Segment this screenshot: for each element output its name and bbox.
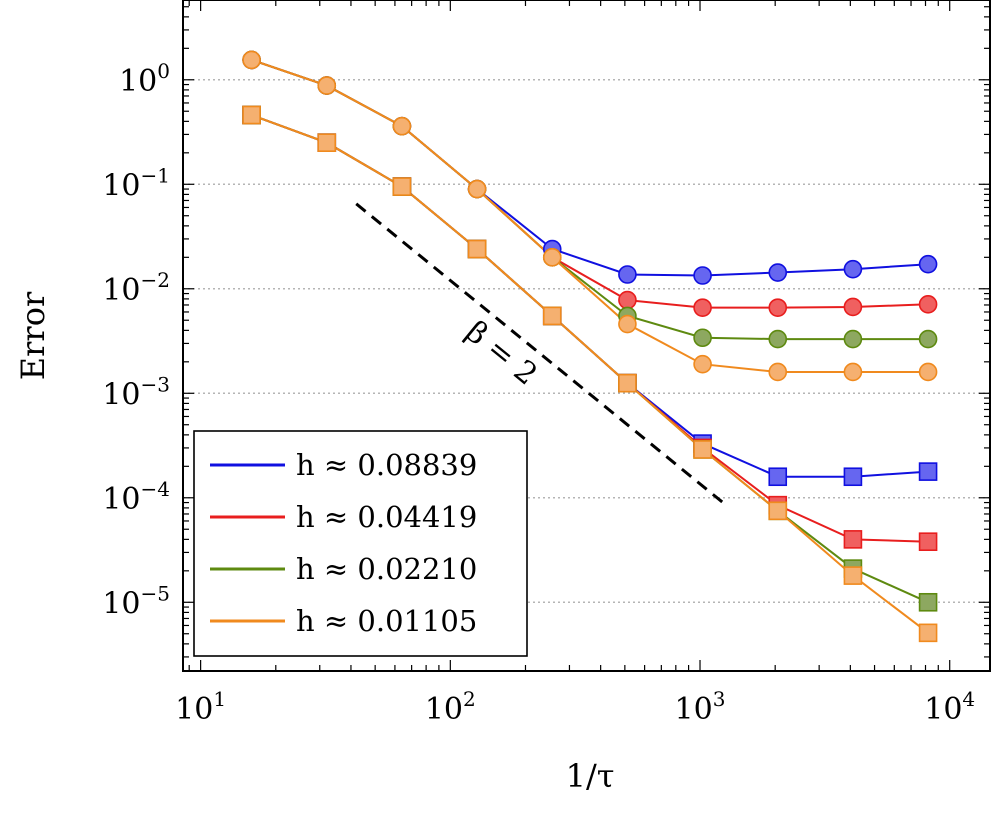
series-1-circle-point-6: [693, 298, 712, 317]
x-tick-base-0: 10: [175, 692, 213, 727]
series-3-square-point-2: [392, 177, 412, 196]
y-axis-label: Error: [14, 291, 52, 380]
x-tick-exponent-1: 2: [463, 687, 476, 711]
series-1-circle-point-8: [843, 297, 863, 317]
series-3-square-point-9: [918, 623, 938, 643]
series-1-circle-point-7: [768, 298, 788, 317]
series-3-square-point-7: [768, 501, 788, 521]
y-tick-base-3: 10: [102, 377, 140, 412]
series-2-circle-point-7: [768, 329, 788, 349]
series-3-square-point-4: [542, 306, 562, 326]
y-tick-label-2: 10−2: [102, 268, 170, 308]
series-1-square-point-9: [918, 532, 938, 551]
y-tick-exponent-4: −4: [141, 477, 170, 501]
x-tick-exponent-0: 1: [213, 687, 226, 711]
x-axis-label: 1/τ: [566, 757, 615, 795]
x-tick-label-0: 101: [175, 687, 226, 727]
series-0-circle-point-9: [918, 254, 938, 274]
legend-label-0: h ≈ 0.08839: [296, 448, 477, 482]
series-0-square-point-7: [768, 467, 788, 487]
series-0-square-point-9: [918, 462, 938, 481]
y-tick-label-5: 10−5: [102, 581, 170, 621]
series-3-square-point-5: [618, 373, 637, 393]
series-3-square-point-0: [242, 105, 261, 125]
series-0-square-point-8: [843, 467, 863, 487]
y-tick-base-4: 10: [102, 482, 140, 517]
series-3-circle-point-0: [242, 50, 261, 70]
series-3-circle-point-1: [317, 76, 337, 95]
y-tick-base-5: 10: [102, 586, 140, 621]
series-markers: [242, 50, 938, 643]
series-3-circle-point-9: [918, 362, 938, 382]
legend-label-1: h ≈ 0.04419: [296, 500, 477, 534]
x-tick-label-2: 103: [675, 687, 726, 727]
series-3-square-point-8: [843, 566, 863, 585]
series-3-circle-point-7: [768, 362, 788, 382]
x-tick-exponent-2: 3: [713, 687, 726, 711]
plot-frame: [182, 0, 991, 672]
series-0-circle-point-8: [843, 259, 863, 279]
series-3-circle-point-2: [392, 116, 412, 136]
y-tick-base-1: 10: [102, 168, 140, 203]
series-0-circle-point-7: [768, 263, 788, 282]
y-tick-base-0: 10: [119, 64, 157, 99]
x-tick-base-2: 10: [675, 692, 713, 727]
x-tick-label-1: 102: [425, 687, 476, 727]
legend-label-3: h ≈ 0.01105: [296, 604, 477, 638]
series-2-circle-point-9: [918, 329, 938, 349]
y-tick-exponent-0: 0: [157, 59, 170, 83]
series-lines: [251, 58, 929, 634]
series-2-circle-point-8: [843, 329, 863, 349]
series-0-circle-point-6: [693, 266, 712, 285]
x-tick-base-3: 10: [924, 692, 962, 727]
series-3-circle-line: [251, 58, 929, 373]
y-tick-base-2: 10: [102, 273, 140, 308]
series-1-square-point-8: [843, 530, 863, 549]
series-3-circle-point-3: [467, 179, 487, 199]
series-2-square-point-9: [918, 592, 938, 612]
series-3-circle-point-8: [843, 362, 863, 382]
y-tick-label-4: 10−4: [102, 477, 170, 517]
x-tick-label-3: 104: [924, 687, 975, 727]
series-3-square-point-1: [317, 133, 337, 152]
series-0-circle-point-5: [618, 265, 637, 284]
series-1-circle-point-5: [618, 290, 637, 310]
y-tick-exponent-1: −1: [141, 163, 170, 187]
y-tick-label-3: 10−3: [102, 372, 170, 412]
series-3-circle-point-5: [618, 314, 637, 334]
y-tick-label-0: 100: [119, 59, 170, 99]
series-3-square-point-3: [467, 239, 487, 259]
x-tick-base-1: 10: [425, 692, 463, 727]
series-2-circle-point-6: [693, 328, 712, 348]
y-tick-exponent-3: −3: [141, 372, 170, 396]
series-3-circle-point-6: [693, 354, 712, 374]
y-tick-exponent-5: −5: [141, 581, 170, 605]
legend-box: [193, 430, 528, 657]
series-3-circle-point-4: [542, 248, 562, 267]
series-1-circle-point-9: [918, 295, 938, 314]
x-tick-exponent-3: 4: [962, 687, 975, 711]
y-tick-label-1: 10−1: [102, 163, 170, 203]
y-tick-exponent-2: −2: [141, 268, 170, 292]
legend-label-2: h ≈ 0.02210: [296, 552, 477, 586]
series-3-square-point-6: [693, 440, 712, 459]
legend: h ≈ 0.08839 h ≈ 0.04419 h ≈ 0.02210 h ≈ …: [193, 430, 528, 657]
axis-ticks: [183, 0, 990, 671]
series-3-square-line: [251, 114, 929, 634]
